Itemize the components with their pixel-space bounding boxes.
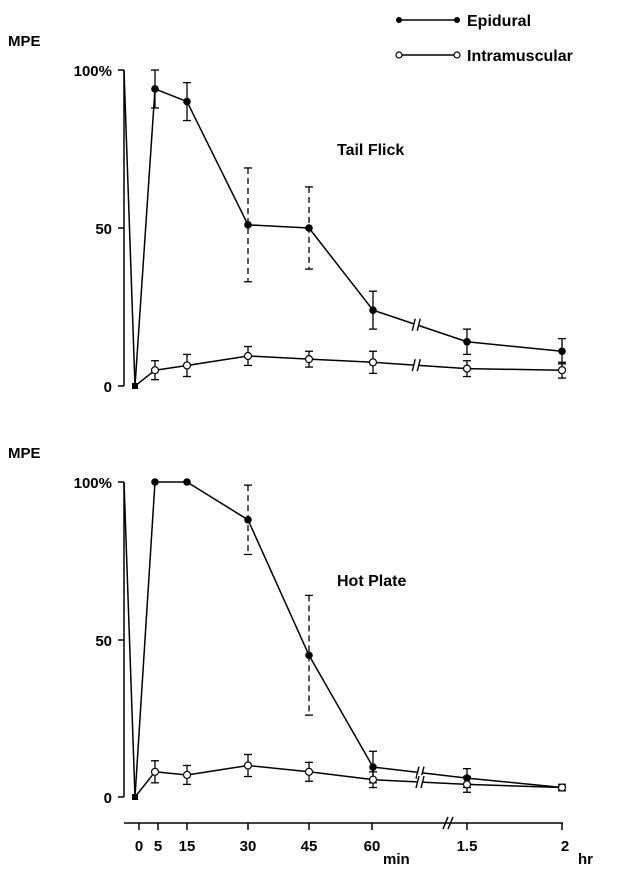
data-point-intramuscular [132,794,138,800]
data-point-intramuscular [462,364,472,373]
series-line-intramuscular [247,355,310,360]
origin-drop-line [123,481,136,798]
series-line-intramuscular [308,358,374,364]
y-tick-label-50: 50 [95,633,112,650]
data-point-intramuscular [368,775,378,784]
data-point-epidural [244,221,252,229]
legend-marker-filled [454,17,460,23]
series-break-icon-epidural [411,317,421,332]
series-line-epidural [247,519,310,656]
data-point-intramuscular [132,383,138,389]
legend-marker-open [453,51,461,59]
series-line-intramuscular [186,764,249,776]
series-break-icon-intramuscular [415,775,425,790]
data-point-intramuscular [462,780,472,789]
legend-label-epidural: Epidural [467,13,531,30]
data-point-epidural [151,85,159,93]
data-point-intramuscular [557,366,567,375]
x-tick-label-15: 15 [179,838,196,855]
series-line-epidural [308,227,374,311]
x-unit-hr: hr [578,851,593,868]
series-line-intramuscular [134,771,156,798]
data-point-epidural [151,478,159,486]
series-line-epidural [186,101,249,226]
series-line-epidural [372,309,468,343]
data-point-epidural [244,515,252,524]
plot-area [123,478,567,800]
data-point-epidural [305,651,313,660]
series-line-epidural [186,481,249,521]
y-tick-label-0: 0 [104,379,112,396]
series-line-intramuscular [247,764,310,773]
x-tick-label-30: 30 [240,838,257,855]
data-point-epidural [369,763,377,771]
x-axis: 0 5 15 30 45 60 min 1.5 2 hr [124,816,593,868]
error-bar-epidural [244,167,252,283]
legend-label-intramuscular: Intramuscular [467,48,573,65]
x-tick-label-2: 2 [561,838,569,855]
series-line-intramuscular [134,369,156,387]
series-line-epidural [466,777,563,789]
x-tick-label-0: 0 [135,838,143,855]
chart-panel-hot-plate: MPE Hot Plate 0 50 100% [8,445,567,807]
origin-drop-line [123,69,136,387]
data-point-intramuscular [182,770,192,780]
data-point-intramuscular [150,767,160,776]
x-tick-label-5: 5 [154,838,162,855]
x-unit-min: min [383,851,410,868]
series-line-epidural [134,88,156,387]
series-line-intramuscular [186,355,249,367]
series-break-icon-intramuscular [411,358,421,373]
data-point-epidural [558,347,566,356]
y-axis-label: MPE [8,445,41,462]
series-line-intramuscular [154,771,188,776]
series-line-intramuscular [372,361,468,370]
data-point-intramuscular [243,761,253,770]
series-line-epidural [247,224,310,229]
error-bar-epidural [305,594,313,716]
legend: Epidural Intramuscular [395,13,573,65]
y-tick-label-0: 0 [104,790,112,807]
series-line-epidural [154,88,188,103]
legend-marker-filled [396,17,402,23]
chart-panel-tail-flick: MPE Tail Flick 0 50 100% [8,33,567,396]
series-line-intramuscular [466,783,563,789]
legend-marker-open [395,51,403,59]
y-tick-label-100: 100% [74,63,112,80]
y-tick-label-50: 50 [95,221,112,238]
y-tick-label-100: 100% [74,475,112,492]
data-point-intramuscular [182,361,192,370]
chart-title: Hot Plate [337,573,406,590]
data-point-intramuscular [557,783,567,792]
series-line-intramuscular [466,367,563,371]
x-tick-label-45: 45 [301,838,318,855]
series-line-intramuscular [308,771,374,781]
x-tick-label-60: 60 [364,838,381,855]
x-axis-break-icon [442,816,454,830]
data-point-epidural [305,224,313,232]
data-point-intramuscular [243,351,253,361]
series-line-epidural [466,341,563,352]
data-point-epidural [463,337,471,346]
series-line-epidural [134,481,156,798]
data-point-intramuscular [150,366,160,375]
series-line-intramuscular [154,364,188,371]
x-tick-label-1-5: 1.5 [457,838,478,855]
y-axis-label: MPE [8,33,41,50]
data-point-epidural [183,97,191,106]
data-point-intramuscular [368,358,378,367]
plot-area [123,69,567,389]
data-point-epidural [369,306,377,314]
data-point-intramuscular [304,767,314,776]
series-line-epidural [308,654,374,768]
chart-title: Tail Flick [337,142,404,159]
data-point-intramuscular [304,355,314,364]
data-point-epidural [183,478,191,486]
